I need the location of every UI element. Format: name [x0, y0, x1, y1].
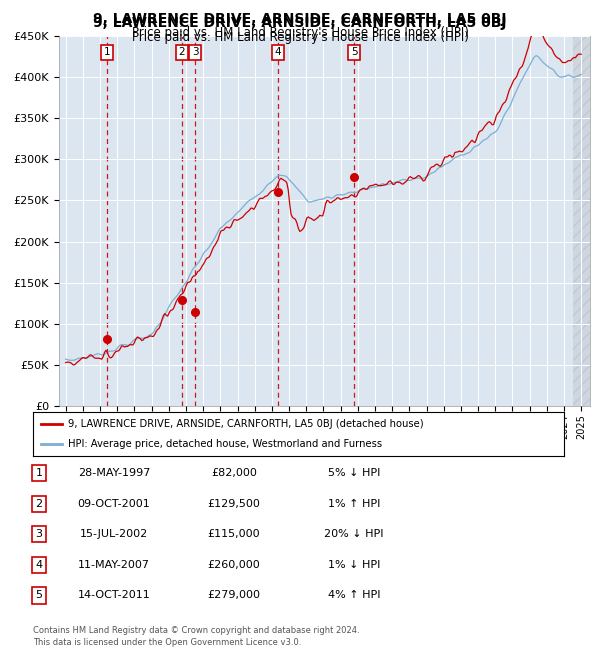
Text: 5: 5 [351, 47, 358, 57]
Text: 4: 4 [275, 47, 281, 57]
Text: 2: 2 [35, 499, 43, 509]
Text: £279,000: £279,000 [208, 590, 260, 601]
Text: 5% ↓ HPI: 5% ↓ HPI [328, 468, 380, 478]
Text: 3: 3 [35, 529, 43, 539]
Text: This data is licensed under the Open Government Licence v3.0.: This data is licensed under the Open Gov… [33, 638, 301, 647]
Text: 15-JUL-2002: 15-JUL-2002 [80, 529, 148, 539]
Text: 09-OCT-2001: 09-OCT-2001 [77, 499, 151, 509]
Text: 4% ↑ HPI: 4% ↑ HPI [328, 590, 380, 601]
Text: 1: 1 [104, 47, 110, 57]
Text: Contains HM Land Registry data © Crown copyright and database right 2024.: Contains HM Land Registry data © Crown c… [33, 626, 359, 635]
Text: Price paid vs. HM Land Registry's House Price Index (HPI): Price paid vs. HM Land Registry's House … [131, 26, 469, 39]
Text: £82,000: £82,000 [211, 468, 257, 478]
Text: 5: 5 [35, 590, 43, 601]
Text: 20% ↓ HPI: 20% ↓ HPI [324, 529, 384, 539]
Bar [572, 36, 590, 406]
Text: 28-MAY-1997: 28-MAY-1997 [78, 468, 150, 478]
Text: Price paid vs. HM Land Registry's House Price Index (HPI): Price paid vs. HM Land Registry's House … [131, 31, 469, 44]
Text: HPI: Average price, detached house, Westmorland and Furness: HPI: Average price, detached house, West… [68, 439, 382, 449]
Text: 2: 2 [179, 47, 185, 57]
Text: 14-OCT-2011: 14-OCT-2011 [77, 590, 151, 601]
Text: 1: 1 [35, 468, 43, 478]
Text: 9, LAWRENCE DRIVE, ARNSIDE, CARNFORTH, LA5 0BJ: 9, LAWRENCE DRIVE, ARNSIDE, CARNFORTH, L… [93, 16, 507, 30]
Text: 4: 4 [35, 560, 43, 570]
Text: 3: 3 [192, 47, 199, 57]
Text: £115,000: £115,000 [208, 529, 260, 539]
Text: £129,500: £129,500 [208, 499, 260, 509]
Text: £260,000: £260,000 [208, 560, 260, 570]
Text: 11-MAY-2007: 11-MAY-2007 [78, 560, 150, 570]
Text: 9, LAWRENCE DRIVE, ARNSIDE, CARNFORTH, LA5 0BJ: 9, LAWRENCE DRIVE, ARNSIDE, CARNFORTH, L… [93, 12, 507, 27]
Text: 9, LAWRENCE DRIVE, ARNSIDE, CARNFORTH, LA5 0BJ (detached house): 9, LAWRENCE DRIVE, ARNSIDE, CARNFORTH, L… [68, 419, 423, 429]
Text: 1% ↑ HPI: 1% ↑ HPI [328, 499, 380, 509]
Text: 1% ↓ HPI: 1% ↓ HPI [328, 560, 380, 570]
